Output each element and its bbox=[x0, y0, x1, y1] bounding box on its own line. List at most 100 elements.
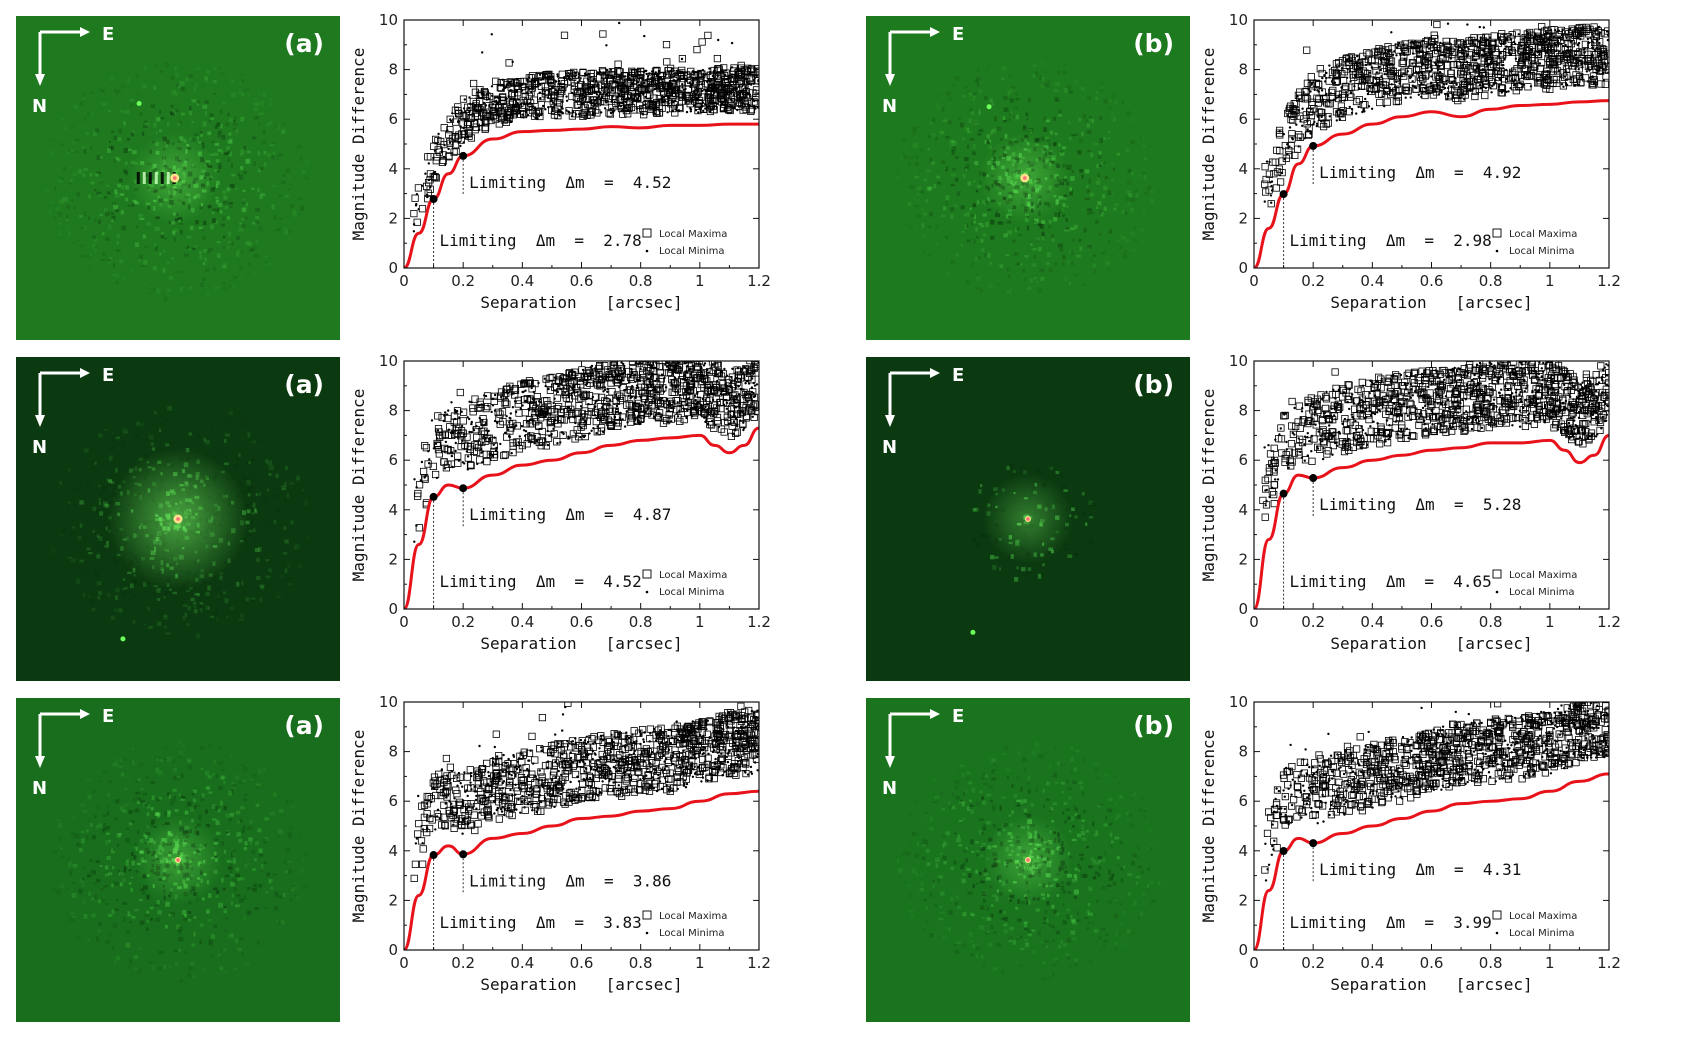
local-maxima-point bbox=[414, 492, 422, 500]
local-minima-point bbox=[629, 96, 633, 100]
local-maxima-point bbox=[601, 362, 609, 370]
local-maxima-point bbox=[1517, 46, 1525, 54]
local-maxima-point bbox=[636, 415, 645, 423]
local-minima-point bbox=[1425, 52, 1428, 55]
local-minima-point bbox=[578, 378, 581, 382]
local-minima-point bbox=[1488, 42, 1492, 45]
local-minima-point bbox=[611, 107, 615, 110]
local-maxima-point bbox=[1554, 361, 1563, 370]
local-minima-point bbox=[726, 84, 730, 88]
local-minima-point bbox=[1321, 440, 1324, 443]
local-minima-point bbox=[1412, 42, 1415, 45]
local-minima-point bbox=[528, 432, 531, 435]
scatter-group bbox=[410, 21, 759, 233]
local-minima-point bbox=[1395, 80, 1398, 84]
local-maxima-point bbox=[1432, 88, 1441, 96]
local-maxima-point bbox=[546, 374, 554, 382]
local-maxima-point bbox=[590, 80, 598, 88]
y-tick-label: 8 bbox=[388, 402, 398, 420]
local-minima-point bbox=[1560, 83, 1564, 86]
local-maxima-point bbox=[668, 80, 677, 88]
local-minima-point bbox=[533, 398, 536, 401]
local-minima-point bbox=[1404, 96, 1407, 99]
local-minima-point bbox=[482, 101, 486, 105]
local-minima-point bbox=[622, 362, 625, 366]
limit-label-0.2: Limiting Δm = 4.52 bbox=[469, 173, 671, 192]
local-minima-point bbox=[1438, 49, 1441, 53]
compass-east-label: E bbox=[952, 24, 964, 45]
local-minima-point bbox=[449, 118, 452, 121]
local-maxima-point bbox=[744, 64, 752, 72]
local-minima-point bbox=[493, 393, 497, 397]
local-maxima-point bbox=[1542, 70, 1550, 78]
local-minima-point bbox=[1479, 86, 1482, 90]
y-tick-label: 2 bbox=[1238, 209, 1248, 227]
local-maxima-point bbox=[606, 407, 614, 416]
panel-label: (a) bbox=[284, 29, 324, 58]
local-maxima-point bbox=[714, 65, 722, 73]
speckle-image-canvas: EN(a) bbox=[16, 16, 340, 340]
local-minima-point bbox=[650, 386, 653, 389]
local-minima-point bbox=[1431, 423, 1434, 426]
local-minima-point bbox=[621, 372, 624, 376]
local-maxima-point bbox=[1307, 73, 1315, 81]
local-maxima-point bbox=[1315, 81, 1323, 89]
local-maxima-point bbox=[1568, 411, 1576, 419]
local-minima-point bbox=[736, 93, 740, 96]
local-minima-point bbox=[674, 99, 677, 103]
legend-minima-symbol bbox=[645, 249, 649, 253]
local-minima-point bbox=[548, 434, 551, 437]
local-minima-point bbox=[565, 99, 569, 103]
local-minima-point bbox=[667, 90, 670, 93]
speckle-image-1: E N (a) bbox=[16, 16, 340, 340]
local-minima-point bbox=[458, 416, 461, 419]
local-minima-point bbox=[730, 41, 734, 45]
local-minima-point bbox=[1501, 64, 1504, 67]
local-minima-point bbox=[1540, 375, 1543, 378]
local-minima-point bbox=[1381, 56, 1384, 60]
local-minima-point bbox=[1471, 59, 1474, 62]
local-minima-point bbox=[1486, 399, 1489, 402]
local-minima-point bbox=[1514, 42, 1517, 46]
local-maxima-point bbox=[560, 31, 569, 39]
local-maxima-point bbox=[1376, 98, 1384, 107]
local-maxima-point bbox=[667, 365, 676, 373]
local-minima-point bbox=[1364, 63, 1368, 67]
local-maxima-point bbox=[754, 77, 759, 85]
local-minima-point bbox=[607, 371, 610, 374]
local-minima-point bbox=[1415, 70, 1418, 74]
local-minima-point bbox=[1298, 137, 1302, 140]
local-maxima-point bbox=[1292, 422, 1300, 431]
local-maxima-point bbox=[1338, 90, 1347, 98]
local-minima-point bbox=[539, 83, 542, 87]
local-minima-point bbox=[618, 74, 621, 78]
local-maxima-point bbox=[1469, 65, 1477, 73]
local-minima-point bbox=[579, 405, 583, 408]
local-minima-point bbox=[585, 113, 588, 116]
local-minima-point bbox=[580, 413, 583, 417]
local-minima-point bbox=[700, 365, 703, 369]
local-maxima-point bbox=[1421, 91, 1429, 100]
local-maxima-point bbox=[597, 410, 605, 418]
local-maxima-point bbox=[1447, 69, 1455, 77]
local-minima-point bbox=[543, 90, 547, 93]
local-maxima-point bbox=[749, 89, 757, 97]
local-maxima-point bbox=[476, 404, 484, 412]
limit-label-0.1: Limiting Δm = 2.98 bbox=[1290, 231, 1492, 250]
local-maxima-point bbox=[1300, 115, 1308, 123]
local-maxima-point bbox=[498, 408, 507, 416]
local-minima-point bbox=[1549, 64, 1552, 67]
local-maxima-point bbox=[749, 388, 757, 396]
local-maxima-point bbox=[616, 397, 625, 405]
local-minima-point bbox=[1397, 43, 1400, 47]
local-minima-point bbox=[666, 420, 669, 423]
local-maxima-point bbox=[410, 209, 418, 218]
local-maxima-point bbox=[1439, 54, 1447, 62]
local-minima-point bbox=[642, 70, 645, 74]
local-maxima-point bbox=[1423, 36, 1432, 45]
local-maxima-point bbox=[1356, 72, 1364, 80]
local-minima-point bbox=[424, 172, 427, 175]
local-maxima-point bbox=[432, 470, 440, 479]
local-maxima-point bbox=[636, 361, 644, 364]
local-maxima-point bbox=[1529, 67, 1538, 75]
